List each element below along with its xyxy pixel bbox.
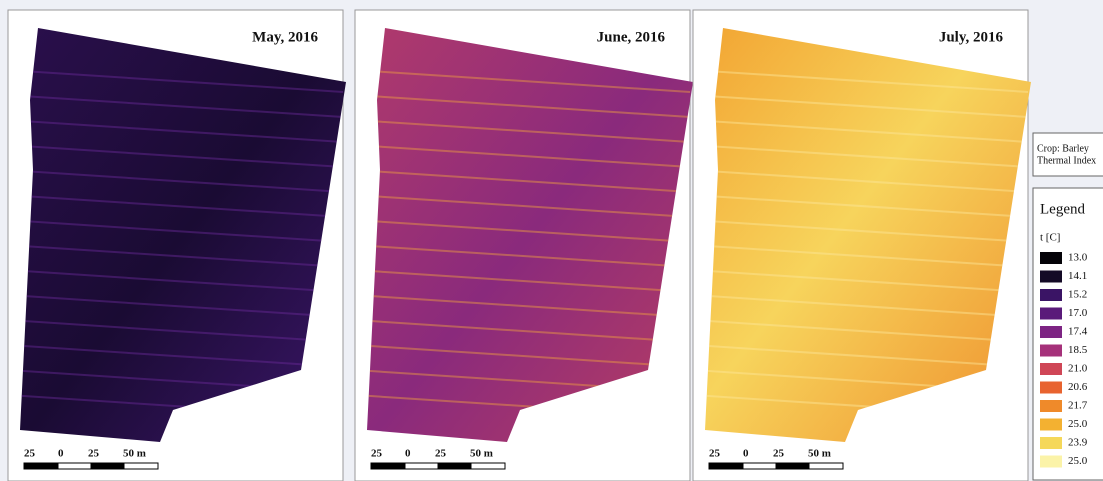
legend-swatch [1040, 456, 1062, 468]
legend-swatch [1040, 252, 1062, 264]
scale-bar [58, 463, 91, 469]
scale-bar [405, 463, 438, 469]
scale-bar [809, 463, 843, 469]
legend-label: 15.2 [1068, 289, 1087, 301]
scale-label: 25 [24, 448, 36, 460]
scale-label: 50 m [123, 448, 146, 460]
scale-label: 25 [773, 448, 785, 460]
legend-label: 18.5 [1068, 344, 1088, 356]
legend-title: Legend [1040, 201, 1085, 217]
scale-label: 25 [435, 448, 447, 460]
scale-bar [24, 463, 58, 469]
legend-label: 20.6 [1068, 381, 1088, 393]
legend-label: 25.0 [1068, 418, 1088, 430]
scale-bar [91, 463, 124, 469]
scale-bar [124, 463, 158, 469]
legend-swatch [1040, 400, 1062, 412]
figure: May, 2016 25 0 25 50 m June, 2016 25 0 25 50 m Jul… [0, 0, 1103, 481]
scale-bar [743, 463, 776, 469]
scale-bar [371, 463, 405, 469]
legend-swatch [1040, 382, 1062, 394]
legend-swatch [1040, 363, 1062, 375]
legend-swatch [1040, 308, 1062, 320]
legend-swatch [1040, 419, 1062, 431]
scale-bar [471, 463, 505, 469]
scale-bar [776, 463, 809, 469]
legend-label: 13.0 [1068, 252, 1088, 264]
legend-label: 17.0 [1068, 307, 1088, 319]
legend-swatch [1040, 271, 1062, 283]
legend-label: 14.1 [1068, 270, 1087, 282]
legend-label: 17.4 [1068, 326, 1088, 338]
scale-label: 0 [743, 448, 749, 460]
panel-title: July, 2016 [939, 29, 1004, 45]
scale-label: 25 [709, 448, 721, 460]
scale-label: 50 m [470, 448, 493, 460]
panel-title: June, 2016 [597, 29, 666, 45]
scale-label: 25 [88, 448, 100, 460]
legend-label: 21.0 [1068, 363, 1088, 375]
scale-bar [438, 463, 471, 469]
legend-unit: t [C] [1040, 232, 1060, 244]
panel-title: May, 2016 [252, 29, 318, 45]
legend-swatch [1040, 326, 1062, 338]
info-text: Thermal Index [1037, 155, 1096, 166]
scale-label: 0 [405, 448, 411, 460]
scale-label: 0 [58, 448, 64, 460]
scale-label: 25 [371, 448, 383, 460]
scale-bar [709, 463, 743, 469]
legend-label: 25.0 [1068, 455, 1088, 467]
legend-swatch [1040, 289, 1062, 301]
legend-swatch [1040, 437, 1062, 449]
legend-swatch [1040, 345, 1062, 357]
info-text: Crop: Barley [1037, 143, 1089, 154]
legend-label: 23.9 [1068, 437, 1088, 449]
scale-label: 50 m [808, 448, 831, 460]
legend-label: 21.7 [1068, 400, 1088, 412]
